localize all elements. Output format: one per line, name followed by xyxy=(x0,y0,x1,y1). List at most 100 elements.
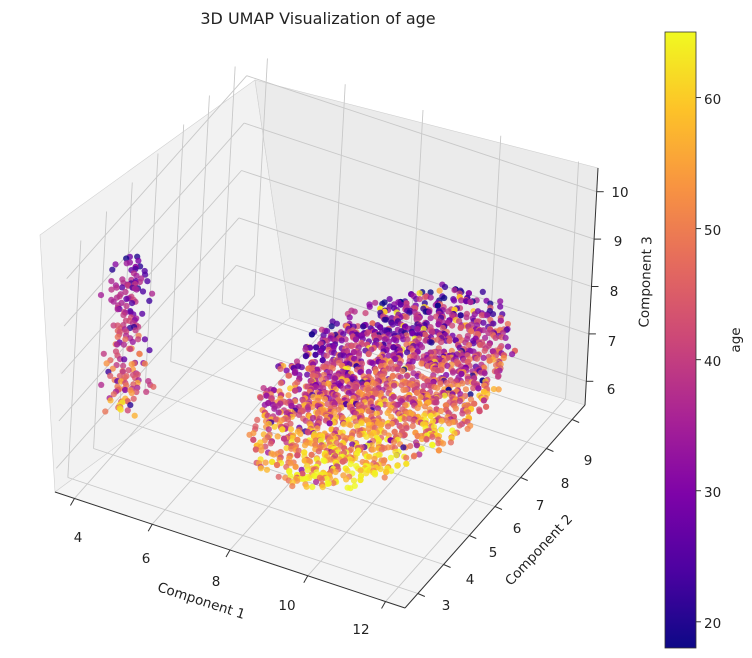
data-point xyxy=(414,343,421,350)
data-point xyxy=(421,403,429,410)
data-point xyxy=(480,397,487,404)
data-point xyxy=(435,321,442,328)
data-point xyxy=(122,288,129,296)
data-point xyxy=(357,369,364,376)
data-point xyxy=(394,462,401,469)
data-point xyxy=(123,302,130,310)
x-tick-mark xyxy=(70,498,75,506)
data-point xyxy=(500,354,507,362)
data-point xyxy=(262,459,269,466)
data-point xyxy=(463,314,470,321)
data-point xyxy=(467,391,474,398)
data-point xyxy=(394,366,401,373)
data-point xyxy=(441,283,449,291)
data-point xyxy=(269,458,276,465)
data-point xyxy=(497,298,504,305)
grid-line xyxy=(67,477,418,594)
data-point xyxy=(348,343,355,350)
data-point xyxy=(457,324,464,331)
data-point xyxy=(261,401,268,408)
data-point xyxy=(398,382,405,389)
data-point xyxy=(123,255,130,262)
data-point xyxy=(393,452,400,459)
data-point xyxy=(493,362,500,369)
data-point xyxy=(464,425,471,432)
z-tick-label: 8 xyxy=(610,284,619,300)
data-point xyxy=(347,461,354,468)
x-tick-mark xyxy=(381,601,386,609)
data-point xyxy=(277,365,284,372)
z-tick-label: 10 xyxy=(611,185,628,201)
data-point xyxy=(391,428,398,435)
data-point xyxy=(414,405,421,412)
data-point xyxy=(365,386,372,393)
data-point xyxy=(444,362,451,369)
data-point xyxy=(407,365,414,372)
colorbar-gradient xyxy=(664,31,697,649)
data-point xyxy=(459,410,466,417)
data-point xyxy=(271,405,278,412)
data-point xyxy=(351,308,358,315)
data-point xyxy=(456,422,463,429)
data-point xyxy=(122,386,129,394)
data-point xyxy=(385,352,392,359)
z-tick-labels: 6 7 8 9 10 xyxy=(607,185,629,398)
data-point xyxy=(420,325,427,332)
data-point xyxy=(283,445,290,452)
data-point xyxy=(457,312,464,319)
data-point xyxy=(429,433,436,440)
data-point xyxy=(434,302,441,309)
data-point xyxy=(399,367,406,375)
data-point xyxy=(139,288,147,295)
y-tick-mark xyxy=(443,564,451,568)
data-point xyxy=(328,323,335,330)
data-point xyxy=(465,290,472,297)
data-point xyxy=(360,323,367,330)
data-point xyxy=(257,465,264,472)
data-point xyxy=(131,412,138,419)
data-point xyxy=(420,382,427,390)
data-point xyxy=(355,352,362,359)
data-point xyxy=(312,351,319,358)
data-point xyxy=(492,334,499,341)
data-point xyxy=(120,362,127,369)
data-point xyxy=(108,278,115,285)
data-point xyxy=(110,298,117,305)
data-point xyxy=(467,396,475,403)
data-point xyxy=(108,286,115,293)
data-point xyxy=(429,329,436,336)
x-tick-mark xyxy=(225,549,231,558)
data-point xyxy=(141,336,148,343)
data-point xyxy=(103,360,110,367)
data-point xyxy=(464,409,472,416)
data-point xyxy=(296,411,303,418)
data-point xyxy=(362,310,369,317)
data-point xyxy=(473,355,481,362)
grid-line xyxy=(55,265,237,469)
data-point xyxy=(133,388,140,396)
data-point xyxy=(410,453,417,460)
data-point xyxy=(265,426,272,433)
grid-line xyxy=(236,264,587,382)
data-point xyxy=(144,278,151,285)
data-point xyxy=(410,417,417,425)
data-point xyxy=(489,311,497,318)
data-point xyxy=(125,367,132,374)
data-point xyxy=(427,294,434,301)
data-point xyxy=(324,480,331,487)
data-point xyxy=(339,458,346,465)
data-point xyxy=(476,408,483,415)
data-point xyxy=(304,429,312,436)
colorbar-tick-label: 50 xyxy=(704,223,721,239)
data-point xyxy=(332,468,339,476)
data-point xyxy=(433,313,440,320)
colorbar-tick-labels: 20 30 40 50 60 xyxy=(704,92,721,632)
data-point xyxy=(347,485,354,492)
data-point xyxy=(416,296,423,303)
data-point xyxy=(381,401,388,408)
data-point xyxy=(490,386,497,393)
data-point xyxy=(98,381,105,388)
colorbar: 20 30 40 50 60 age xyxy=(664,31,744,649)
data-point xyxy=(330,480,337,487)
